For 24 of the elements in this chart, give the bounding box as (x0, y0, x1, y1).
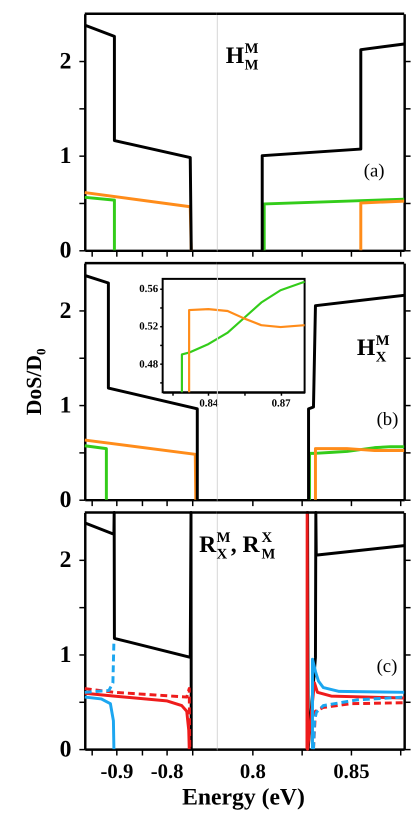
line-series (188, 308, 306, 394)
x-tick-label: -0.9 (100, 761, 134, 784)
y-tick-label: 0.48 (139, 358, 159, 370)
y-axis-title: DoS/D₀ (22, 348, 46, 416)
x-tick-label: 0.87 (272, 398, 292, 410)
annotation: (a) (364, 160, 385, 182)
y-tick-label: 1 (60, 642, 72, 668)
x-tick-label: 0.85 (333, 761, 370, 784)
y-tick-label: 0 (60, 238, 72, 264)
y-tick-label: 2 (60, 298, 72, 324)
y-tick-label: 0 (60, 736, 72, 762)
y-tick-label: 0 (60, 487, 72, 514)
x-tick-label: 0.8 (240, 761, 266, 784)
annotation: (c) (376, 656, 398, 678)
y-tick-label: 0.52 (139, 320, 158, 333)
y-tick-label: 0.56 (139, 282, 159, 295)
y-tick-label: 2 (60, 547, 72, 574)
x-tick-label: -0.8 (150, 761, 184, 784)
y-tick-label: 1 (60, 143, 72, 170)
y-tick-label: 2 (60, 48, 72, 74)
x-axis-title: Energy (eV) (182, 784, 305, 810)
line-series (180, 280, 306, 394)
annotation: (b) (376, 408, 398, 430)
y-tick-label: 1 (60, 392, 72, 418)
